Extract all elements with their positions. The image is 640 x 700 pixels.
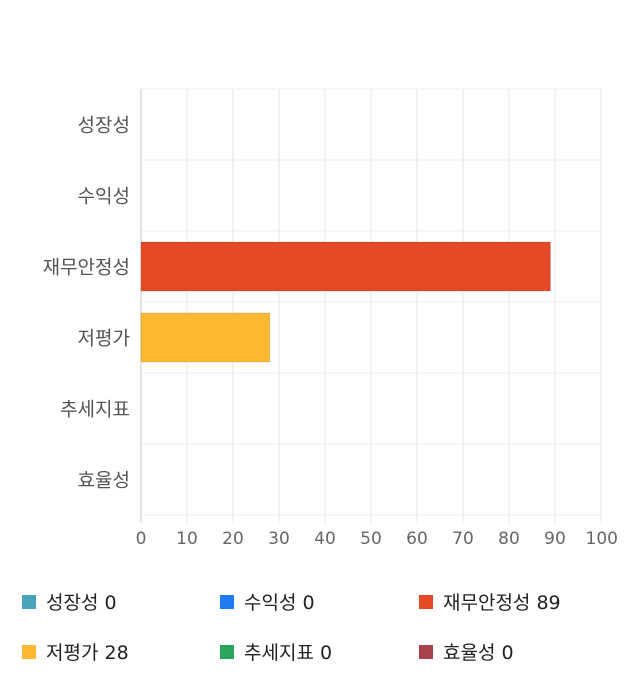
chart-legend: 성장성 0 수익성 0 재무안정성 89 저평가 28 추세지표 0 효율성 0	[0, 578, 640, 688]
legend-item-growth: 성장성 0	[22, 588, 117, 615]
x-tick-label: 80	[498, 529, 520, 549]
legend-label: 수익성 0	[244, 592, 315, 614]
chart-bars	[140, 241, 551, 363]
legend-item-efficiency: 효율성 0	[419, 638, 514, 665]
legend-label: 추세지표 0	[244, 642, 333, 664]
legend-item-trend-indicator: 추세지표 0	[220, 638, 332, 665]
legend-item-financial-stability: 재무안정성 89	[419, 588, 561, 615]
x-tick-label: 30	[268, 529, 290, 549]
legend-swatch	[220, 644, 234, 659]
category-label: 재무안정성	[43, 257, 130, 279]
x-tick-label: 0	[136, 529, 147, 549]
x-tick-label: 100	[586, 529, 618, 549]
legend-item-profitability: 수익성 0	[220, 588, 315, 615]
bar-2	[140, 241, 551, 292]
legend-swatch	[419, 594, 433, 609]
category-label: 효율성	[78, 470, 130, 492]
x-tick-label: 10	[176, 529, 198, 549]
x-tick-label: 70	[452, 529, 474, 549]
chart-grid	[140, 88, 602, 523]
x-tick-label: 90	[544, 529, 566, 549]
legend-item-undervaluation: 저평가 28	[22, 638, 129, 665]
legend-swatch	[220, 594, 234, 609]
category-label: 성장성	[78, 115, 130, 137]
legend-swatch	[419, 644, 433, 659]
x-tick-labels: 0 10 20 30 40 50 60 70 80 90 100	[136, 529, 618, 549]
legend-swatch	[22, 594, 36, 609]
bar-3	[140, 312, 271, 363]
x-tick-label: 40	[314, 529, 336, 549]
legend-swatch	[22, 644, 36, 659]
x-tick-label: 20	[222, 529, 244, 549]
legend-label: 재무안정성 89	[443, 592, 561, 614]
category-label: 추세지표	[60, 399, 130, 421]
x-tick-label: 60	[406, 529, 428, 549]
category-label: 수익성	[78, 186, 130, 208]
legend-label: 성장성 0	[46, 592, 117, 614]
category-label: 저평가	[78, 328, 130, 350]
legend-label: 효율성 0	[443, 642, 514, 664]
legend-label: 저평가 28	[46, 642, 129, 664]
x-tick-label: 50	[360, 529, 382, 549]
